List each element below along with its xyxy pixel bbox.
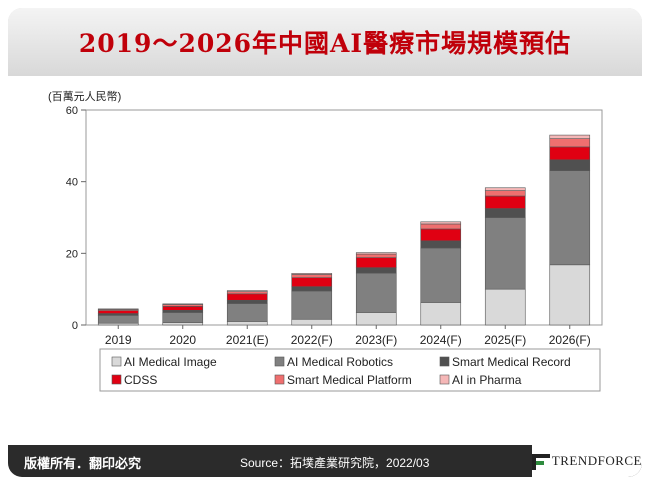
footer-bar: 版權所有．翻印必究 Source：拓墣產業研究院，2022/03 TRENDFO… (8, 445, 642, 477)
bar-segment (549, 146, 591, 161)
title-bar: 2019～2026年中國AI醫療市場規模預估 (8, 8, 642, 76)
x-tick-label: 2025(F) (484, 333, 526, 347)
bar-segment (420, 223, 462, 230)
legend-label: Smart Medical Platform (287, 373, 412, 387)
x-tick-label: 2019 (105, 333, 132, 347)
bar-segment (162, 312, 204, 323)
bar-segment (162, 322, 204, 326)
bar-segment (484, 195, 526, 209)
x-tick-label: 2020 (169, 333, 196, 347)
legend-swatch (439, 356, 450, 367)
bar-segment (484, 208, 526, 218)
source-text: Source：拓墣產業研究院，2022/03 (240, 456, 430, 470)
bar-segment (291, 277, 333, 287)
bar-segment (291, 318, 333, 326)
bar-segment (355, 253, 397, 258)
bar-segment (484, 190, 526, 197)
legend-label: AI in Pharma (452, 373, 522, 387)
bar-segment (226, 303, 268, 322)
legend-swatch (274, 374, 285, 385)
bar-segment (549, 159, 591, 171)
x-tick-label: 2021(E) (226, 333, 269, 347)
bar-segment (549, 134, 591, 139)
legend-label: CDSS (124, 373, 157, 387)
y-tick-label: 0 (72, 320, 78, 332)
bar-segment (291, 286, 333, 292)
bar-segment (291, 290, 333, 320)
legend-swatch (274, 356, 285, 367)
bar-segment (97, 310, 139, 314)
bar-segment (420, 221, 462, 225)
bar-segment (226, 293, 268, 301)
bar-segment (291, 274, 333, 279)
bar-segment (549, 264, 591, 326)
bar-segment (97, 315, 139, 324)
y-tick-label: 40 (66, 177, 78, 189)
bar-segment (355, 312, 397, 326)
legend-swatch (111, 356, 122, 367)
copyright-text: 版權所有．翻印必究 (24, 456, 142, 471)
plot-area-border (85, 109, 603, 326)
brand-logo: TRENDFORCE (532, 445, 642, 477)
x-tick-label: 2022(F) (291, 333, 333, 347)
brand-name: TRENDFORCE (551, 453, 642, 468)
y-tick-label: 60 (66, 105, 78, 117)
bar-segment (355, 252, 397, 255)
bar-segment (291, 273, 333, 275)
x-tick-label: 2023(F) (355, 333, 397, 347)
legend-swatch (439, 374, 450, 385)
bar-segment (162, 306, 204, 311)
bar-segment (484, 187, 526, 191)
trendforce-logo-icon (532, 452, 550, 470)
bar-segment (355, 272, 397, 313)
bar-segment (549, 170, 591, 266)
bar-segment (549, 138, 591, 148)
bar-segment (226, 321, 268, 326)
bar-segment (355, 257, 397, 268)
bar-segment (484, 288, 526, 326)
bar-segment (355, 267, 397, 274)
legend-box (99, 348, 601, 392)
bar-segment (226, 290, 268, 292)
bar-segment (226, 299, 268, 304)
bar-segment (162, 303, 204, 305)
bar-segment (420, 240, 462, 249)
x-tick-label: 2026(F) (549, 333, 591, 347)
bar-segment (97, 308, 139, 310)
bar-segment (420, 247, 462, 303)
bar-segment (420, 302, 462, 326)
legend-label: AI Medical Image (124, 355, 217, 369)
legend-label: AI Medical Robotics (287, 355, 393, 369)
y-axis-label: (百萬元人民幣) (48, 90, 121, 103)
chart-title: 2019～2026年中國AI醫療市場規模預估 (78, 29, 572, 58)
bar-segment (420, 228, 462, 242)
x-tick-label: 2024(F) (420, 333, 462, 347)
bar-segment (226, 291, 268, 295)
legend-label: Smart Medical Record (452, 355, 571, 369)
legend-swatch (111, 374, 122, 385)
bar-segment (484, 217, 526, 290)
bar-segment (162, 310, 204, 313)
y-tick-label: 20 (66, 248, 78, 260)
